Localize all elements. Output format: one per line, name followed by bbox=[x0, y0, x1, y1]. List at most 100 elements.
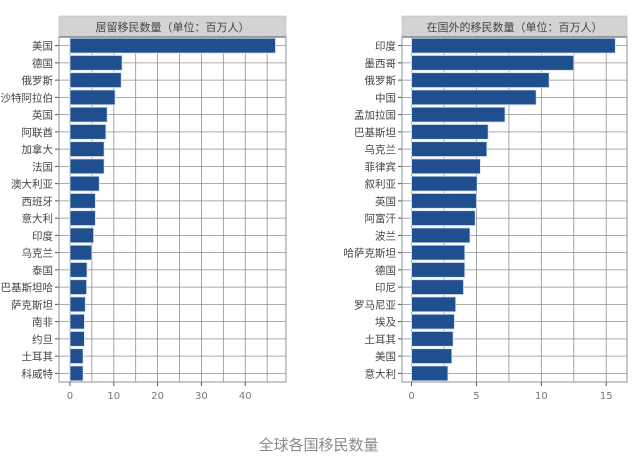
title-band bbox=[402, 16, 627, 37]
y-tick-label: 土耳其 bbox=[365, 333, 397, 346]
bar-美国 bbox=[411, 348, 453, 364]
y-tick-label: 阿联酋 bbox=[22, 126, 54, 139]
figure-caption: 全球各国移民数量 bbox=[258, 436, 379, 454]
y-tick-label: 意大利 bbox=[22, 212, 54, 225]
bar-俄罗斯 bbox=[69, 72, 122, 88]
axes-border bbox=[401, 15, 628, 383]
bar-巴基斯坦哈 bbox=[69, 279, 88, 295]
x-tick-label: 0 bbox=[408, 391, 414, 402]
y-tick-label: 澳大利亚 bbox=[11, 178, 53, 191]
bar-约旦 bbox=[69, 331, 85, 347]
chart-title: 在国外的移民数量（单位：百万人） bbox=[427, 20, 603, 34]
y-tick-label: 萨克斯坦 bbox=[11, 298, 53, 311]
y-tick-label: 英国 bbox=[375, 195, 396, 208]
bar-孟加拉国 bbox=[411, 106, 506, 123]
bar-俄罗斯 bbox=[411, 72, 550, 88]
bar-乌克兰 bbox=[411, 141, 488, 157]
x-tick-label: 5 bbox=[473, 391, 479, 402]
y-tick-label: 科威特 bbox=[22, 367, 54, 380]
bar-阿联酋 bbox=[69, 124, 107, 140]
bar-墨西哥 bbox=[411, 55, 575, 71]
bar-土耳其 bbox=[411, 331, 454, 347]
y-tick-label: 德国 bbox=[32, 57, 53, 70]
y-tick-label: 印度 bbox=[32, 229, 53, 242]
bar-西班牙 bbox=[69, 193, 96, 209]
y-tick-label: 乌克兰 bbox=[22, 247, 54, 260]
bar-科威特 bbox=[69, 365, 84, 382]
bar-意大利 bbox=[69, 210, 96, 226]
bar-巴基斯坦 bbox=[411, 124, 489, 140]
bar-沙特阿拉伯 bbox=[69, 89, 116, 106]
plot-frame bbox=[58, 36, 287, 383]
bar-南非 bbox=[69, 313, 85, 330]
plot-frame bbox=[401, 36, 628, 383]
y-tick-label: 泰国 bbox=[32, 264, 53, 277]
bar-叙利亚 bbox=[411, 175, 478, 192]
bar-加拿大 bbox=[69, 141, 105, 157]
y-tick-label: 印尼 bbox=[375, 282, 396, 294]
bar-萨克斯坦 bbox=[69, 296, 86, 313]
bar-印度 bbox=[69, 227, 95, 244]
y-tick-label: 沙特阿拉伯 bbox=[1, 91, 54, 104]
y-tick-label: 波兰 bbox=[375, 229, 396, 242]
y-tick-label: 叙利亚 bbox=[365, 178, 397, 191]
y-tick-label: 乌克兰 bbox=[365, 143, 397, 156]
y-tick-label: 罗马尼亚 bbox=[354, 299, 396, 311]
bar-罗马尼亚 bbox=[411, 296, 457, 313]
bar-阿富汗 bbox=[411, 210, 476, 226]
y-tick-label: 土耳其 bbox=[22, 350, 54, 363]
x-tick-label: 0 bbox=[67, 391, 73, 402]
bar-法国 bbox=[69, 158, 105, 175]
bar-波兰 bbox=[411, 227, 471, 244]
bar-德国 bbox=[411, 262, 466, 278]
axes-border bbox=[58, 15, 287, 383]
y-tick-label: 俄罗斯 bbox=[365, 74, 397, 87]
y-tick-label: 英国 bbox=[32, 109, 53, 122]
y-tick-label: 阿富汗 bbox=[365, 212, 397, 225]
bar-哈萨克斯坦 bbox=[411, 244, 466, 261]
y-tick-label: 美国 bbox=[32, 40, 53, 53]
y-tick-label: 加拿大 bbox=[22, 143, 54, 156]
y-tick-label: 意大利 bbox=[365, 367, 397, 380]
title-band bbox=[59, 16, 286, 37]
bar-泰国 bbox=[69, 262, 88, 278]
chart-1: 居留移民数量（单位：百万人） 美国德国俄罗斯沙特阿拉伯英国阿联酋加拿大法国澳大利亚… bbox=[1, 15, 287, 402]
bar-土耳其 bbox=[69, 348, 84, 364]
y-tick-label: 德国 bbox=[375, 264, 396, 277]
bar-印度 bbox=[411, 37, 616, 54]
y-tick-label: 巴基斯坦 bbox=[354, 126, 396, 139]
bar-印尼 bbox=[411, 279, 464, 295]
x-tick-label: 20 bbox=[151, 391, 164, 402]
x-tick-label: 10 bbox=[535, 391, 548, 402]
bar-德国 bbox=[69, 55, 123, 71]
y-tick-label: 中国 bbox=[375, 91, 396, 104]
bar-乌克兰 bbox=[69, 244, 93, 261]
x-tick-label: 30 bbox=[195, 391, 208, 402]
y-tick-label: 巴基斯坦哈 bbox=[1, 281, 54, 294]
bar-英国 bbox=[411, 193, 477, 209]
y-tick-label: 菲律宾 bbox=[365, 160, 397, 173]
bar-美国 bbox=[69, 37, 276, 54]
y-tick-label: 孟加拉国 bbox=[354, 109, 396, 122]
chart-title: 居留移民数量（单位：百万人） bbox=[96, 20, 250, 34]
y-tick-label: 南非 bbox=[32, 316, 53, 329]
bar-中国 bbox=[411, 89, 537, 106]
y-tick-label: 法国 bbox=[32, 160, 53, 173]
bar-埃及 bbox=[411, 313, 455, 330]
x-tick-label: 15 bbox=[600, 391, 613, 402]
bar-澳大利亚 bbox=[69, 175, 100, 192]
x-tick-label: 10 bbox=[107, 391, 120, 402]
bar-英国 bbox=[69, 106, 108, 123]
y-tick-label: 西班牙 bbox=[22, 196, 54, 208]
y-tick-label: 俄罗斯 bbox=[22, 74, 54, 87]
x-tick-label: 40 bbox=[239, 391, 252, 402]
y-tick-label: 美国 bbox=[375, 350, 396, 363]
bar-意大利 bbox=[411, 365, 449, 382]
chart-2: 在国外的移民数量（单位：百万人） 印度墨西哥俄罗斯中国孟加拉国巴基斯坦乌克兰菲律宾… bbox=[344, 15, 628, 402]
bar-菲律宾 bbox=[411, 158, 481, 175]
y-tick-label: 印度 bbox=[375, 40, 396, 53]
y-tick-label: 墨西哥 bbox=[365, 58, 397, 70]
y-tick-label: 埃及 bbox=[375, 316, 396, 329]
y-tick-label: 约旦 bbox=[32, 333, 53, 346]
